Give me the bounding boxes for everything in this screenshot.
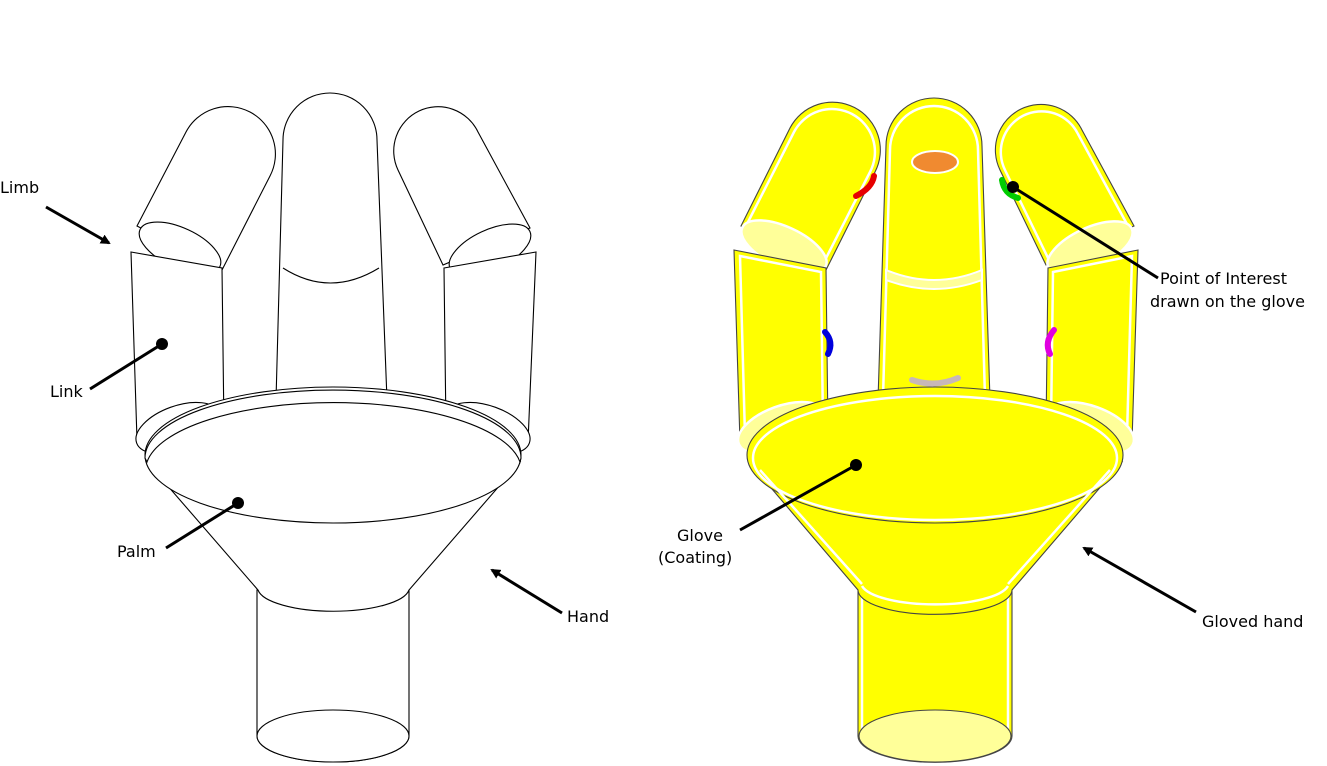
poi-orange	[911, 150, 959, 174]
bare-hand	[130, 92, 537, 763]
label-hand: Hand	[567, 607, 609, 626]
glove-middle-finger	[877, 97, 991, 401]
label-poi-line1: Point of Interest	[1160, 269, 1287, 288]
gloved-hand-arrow	[1082, 546, 1197, 614]
label-limb: Limb	[0, 178, 39, 197]
poi-leader	[1012, 185, 1159, 280]
poi-grey	[909, 375, 961, 387]
limb-arrow	[45, 205, 111, 245]
palm-dot	[232, 497, 244, 509]
poi-dot	[1007, 181, 1019, 193]
label-poi-line2: drawn on the glove	[1150, 292, 1305, 311]
poi-magenta	[1044, 327, 1057, 357]
label-palm: Palm	[117, 542, 156, 561]
poi-blue	[822, 329, 834, 357]
right-finger-distal	[393, 106, 531, 266]
glove-leader	[739, 463, 857, 532]
middle-finger	[275, 92, 388, 401]
link-leader	[89, 342, 163, 391]
poi-green	[999, 177, 1021, 201]
label-glove-line1: Glove	[677, 526, 723, 545]
hand-arrow	[490, 568, 563, 615]
poi-red	[853, 173, 877, 199]
palm-leader	[165, 501, 239, 550]
label-link: Link	[50, 382, 84, 401]
link-dot	[156, 338, 168, 350]
label-gloved-hand: Gloved hand	[1202, 612, 1303, 631]
label-glove-line2: (Coating)	[658, 548, 732, 567]
glove-dot	[850, 459, 862, 471]
gloved-hand	[733, 97, 1139, 763]
